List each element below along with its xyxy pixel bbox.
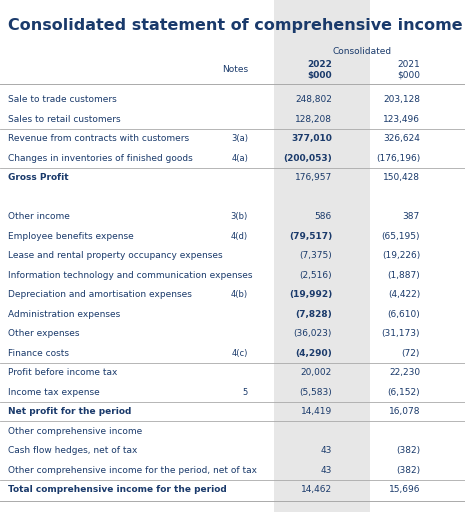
Text: Gross Profit: Gross Profit [8, 173, 69, 182]
Text: Information technology and communication expenses: Information technology and communication… [8, 271, 252, 280]
Text: 176,957: 176,957 [295, 173, 332, 182]
Text: Notes: Notes [222, 66, 248, 75]
Text: 123,496: 123,496 [383, 115, 420, 124]
Text: Revenue from contracts with customers: Revenue from contracts with customers [8, 134, 189, 143]
Text: 326,624: 326,624 [383, 134, 420, 143]
Text: 2021
$000: 2021 $000 [397, 60, 420, 80]
Text: (176,196): (176,196) [376, 154, 420, 163]
Text: Other comprehensive income for the period, net of tax: Other comprehensive income for the perio… [8, 466, 257, 475]
Text: Depreciation and amortisation expenses: Depreciation and amortisation expenses [8, 290, 192, 299]
Text: 43: 43 [321, 446, 332, 455]
Text: 3(b): 3(b) [231, 212, 248, 221]
Text: (31,173): (31,173) [381, 329, 420, 338]
Text: 387: 387 [403, 212, 420, 221]
Text: (65,195): (65,195) [381, 232, 420, 241]
Text: (200,053): (200,053) [283, 154, 332, 163]
Text: 128,208: 128,208 [295, 115, 332, 124]
Text: Administration expenses: Administration expenses [8, 310, 120, 319]
Text: (4,290): (4,290) [295, 349, 332, 358]
Text: (5,583): (5,583) [299, 388, 332, 397]
Text: Sales to retail customers: Sales to retail customers [8, 115, 120, 124]
Text: Lease and rental property occupancy expenses: Lease and rental property occupancy expe… [8, 251, 223, 260]
Text: 203,128: 203,128 [383, 95, 420, 104]
Text: (6,610): (6,610) [387, 310, 420, 319]
Text: Cash flow hedges, net of tax: Cash flow hedges, net of tax [8, 446, 137, 455]
Text: 4(b): 4(b) [231, 290, 248, 299]
Text: Consolidated statement of comprehensive income: Consolidated statement of comprehensive … [8, 18, 463, 33]
Text: (382): (382) [396, 466, 420, 475]
Text: Other expenses: Other expenses [8, 329, 80, 338]
Text: (7,828): (7,828) [295, 310, 332, 319]
Text: 586: 586 [315, 212, 332, 221]
Text: (19,226): (19,226) [382, 251, 420, 260]
Bar [274, 0, 370, 512]
Text: 377,010: 377,010 [291, 134, 332, 143]
Text: 3(a): 3(a) [231, 134, 248, 143]
Text: Net profit for the period: Net profit for the period [8, 407, 132, 416]
Text: 5: 5 [243, 388, 248, 397]
Text: 2022
$000: 2022 $000 [307, 60, 332, 80]
Text: 14,462: 14,462 [301, 485, 332, 494]
Text: Other income: Other income [8, 212, 70, 221]
Text: 22,230: 22,230 [389, 368, 420, 377]
Text: 4(a): 4(a) [231, 154, 248, 163]
Text: Changes in inventories of finished goods: Changes in inventories of finished goods [8, 154, 193, 163]
Text: (7,375): (7,375) [299, 251, 332, 260]
Text: Total comprehensive income for the period: Total comprehensive income for the perio… [8, 485, 227, 494]
Text: (36,023): (36,023) [293, 329, 332, 338]
Text: (4,422): (4,422) [388, 290, 420, 299]
Text: 43: 43 [321, 466, 332, 475]
Text: Income tax expense: Income tax expense [8, 388, 100, 397]
Text: (19,992): (19,992) [289, 290, 332, 299]
Text: 248,802: 248,802 [295, 95, 332, 104]
Text: Consolidated: Consolidated [332, 48, 392, 56]
Text: Employee benefits expense: Employee benefits expense [8, 232, 134, 241]
Text: Other comprehensive income: Other comprehensive income [8, 426, 142, 436]
Text: 15,696: 15,696 [388, 485, 420, 494]
Text: (382): (382) [396, 446, 420, 455]
Text: 14,419: 14,419 [301, 407, 332, 416]
Text: (79,517): (79,517) [289, 232, 332, 241]
Text: 16,078: 16,078 [388, 407, 420, 416]
Text: (6,152): (6,152) [387, 388, 420, 397]
Text: 4(c): 4(c) [232, 349, 248, 358]
Text: Sale to trade customers: Sale to trade customers [8, 95, 117, 104]
Text: Profit before income tax: Profit before income tax [8, 368, 117, 377]
Text: 20,002: 20,002 [301, 368, 332, 377]
Text: 4(d): 4(d) [231, 232, 248, 241]
Text: 150,428: 150,428 [383, 173, 420, 182]
Text: (2,516): (2,516) [299, 271, 332, 280]
Text: Finance costs: Finance costs [8, 349, 69, 358]
Text: (72): (72) [402, 349, 420, 358]
Text: (1,887): (1,887) [387, 271, 420, 280]
